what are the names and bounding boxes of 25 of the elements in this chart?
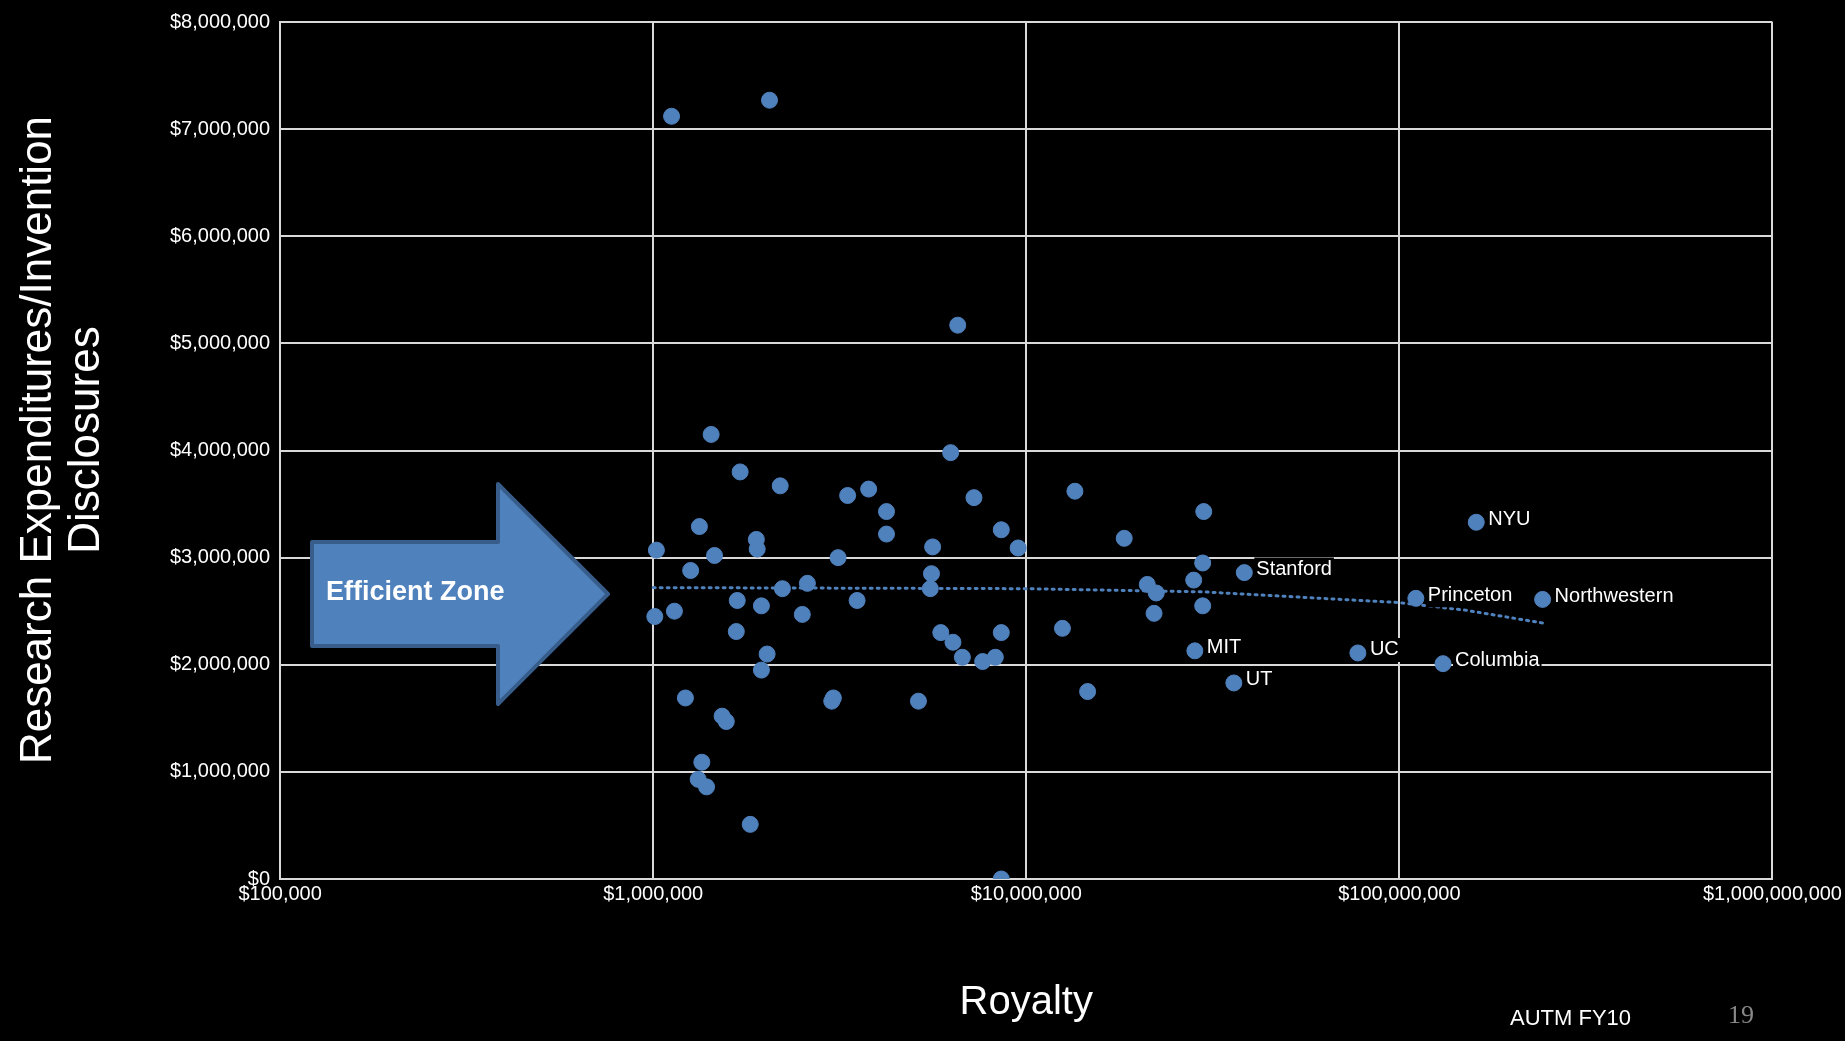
annotation: Efficient Zone — [326, 576, 505, 607]
y-tick-label: $3,000,000 — [169, 545, 271, 568]
x-tick-label: $100,000,000 — [1338, 881, 1461, 904]
y-tick-label: $5,000,000 — [169, 330, 271, 353]
data-label: Princeton — [1427, 582, 1513, 605]
data-label: UC — [1369, 637, 1399, 660]
data-label: Stanford — [1256, 557, 1332, 580]
x-tick-label: $1,000,000 — [603, 881, 704, 904]
y-tick-label: $2,000,000 — [169, 652, 271, 675]
y-axis-title: Research Expenditures/Invention Disclosures — [11, 114, 108, 767]
data-label: MIT — [1206, 635, 1242, 658]
text: AUTM FY10 — [1510, 1005, 1632, 1031]
y-tick-label: $8,000,000 — [169, 9, 271, 32]
x-axis-title: Royalty — [959, 978, 1093, 1023]
y-tick-label: $1,000,000 — [169, 759, 271, 782]
data-label: Columbia — [1455, 648, 1541, 671]
y-tick-label: $4,000,000 — [169, 438, 271, 461]
data-label: NYU — [1488, 506, 1531, 529]
data-label: UT — [1245, 667, 1273, 690]
y-tick-label: $7,000,000 — [169, 116, 271, 139]
y-tick-label: $6,000,000 — [169, 223, 271, 246]
text: 19 — [1728, 1000, 1754, 1030]
data-label: Northwestern — [1554, 583, 1674, 606]
x-tick-label: $1,000,000,000 — [1702, 881, 1842, 904]
x-tick-label: $10,000,000 — [970, 881, 1082, 904]
